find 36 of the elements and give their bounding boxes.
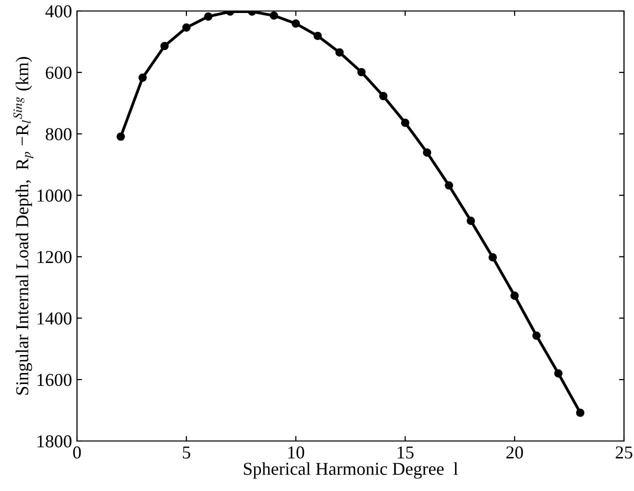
point <box>138 73 147 82</box>
point <box>314 32 322 40</box>
point <box>379 92 388 100</box>
point <box>466 216 476 225</box>
point <box>116 132 125 141</box>
y-axis-title: Singular Internal Load Depth, R$_{p}$ −R$_{l}$$^{Sing}$ (km) <box>13 57 34 395</box>
x-tick-label: 5 <box>182 446 190 459</box>
point <box>532 331 541 340</box>
x-tick-label: 0 <box>73 446 81 459</box>
point <box>292 19 300 28</box>
point <box>335 48 344 57</box>
y-tick-label: 600 <box>46 66 72 79</box>
x-tick-label: 20 <box>506 446 523 459</box>
point <box>357 68 366 76</box>
x-tick-label: 15 <box>398 446 414 459</box>
point <box>160 42 169 50</box>
y-tick-label: 1200 <box>38 250 72 264</box>
y-tick-label: 1600 <box>38 374 72 386</box>
y-tick-label: 1000 <box>38 190 72 202</box>
point <box>576 408 584 417</box>
x-tick-label: 25 <box>616 446 632 459</box>
point <box>554 369 563 378</box>
point <box>401 118 410 127</box>
x-axis-title: Spherical Harmonic Degree l <box>244 462 458 479</box>
y-tick-label: 800 <box>46 128 72 140</box>
point <box>510 292 519 300</box>
y-tick-label: 1400 <box>38 312 72 325</box>
point <box>488 253 497 262</box>
x-tick-label: 10 <box>288 446 304 459</box>
y-tick-label: 1800 <box>38 435 72 448</box>
y-tick-label: 400 <box>45 5 72 18</box>
point <box>422 148 432 157</box>
point <box>444 181 454 190</box>
point <box>182 23 191 32</box>
point <box>204 12 212 21</box>
point <box>270 11 278 20</box>
